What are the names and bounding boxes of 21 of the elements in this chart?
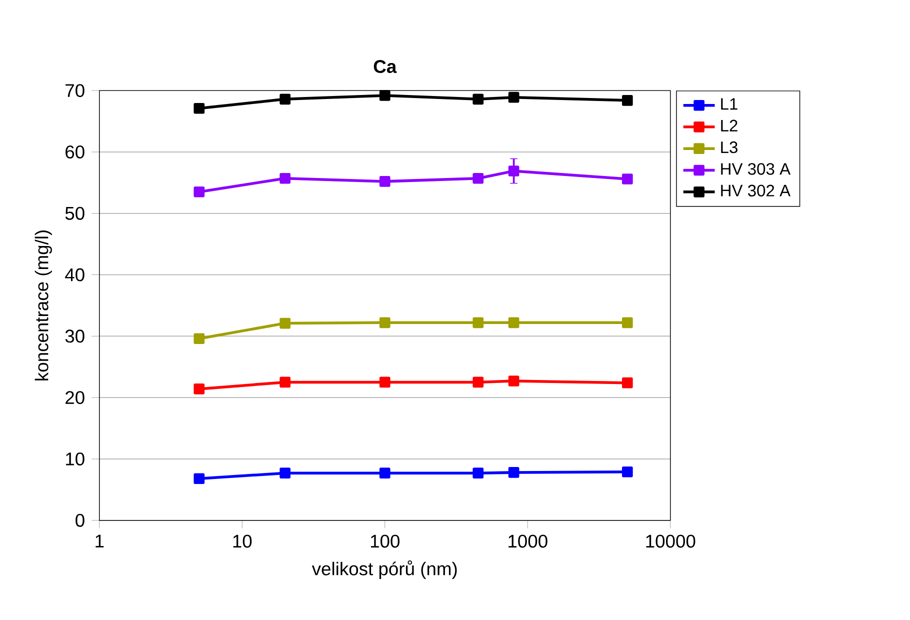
y-tick-label: 60: [66, 146, 84, 159]
y-tick-label: 40: [65, 268, 84, 282]
x-tick-label: 1000: [508, 534, 548, 548]
legend-label: L3: [721, 142, 738, 154]
legend-label: L1: [721, 98, 738, 110]
chart-title: Ca: [374, 60, 397, 74]
legend-label: HV 303 A: [721, 163, 791, 175]
y-tick-label: 10: [66, 452, 84, 466]
y-tick-label: 20: [66, 391, 84, 404]
legend-label: HV 302 A: [721, 184, 791, 197]
x-tick-label: 1: [96, 534, 104, 548]
x-tick-label: 10000: [646, 534, 696, 548]
y-tick-label: 50: [65, 206, 84, 220]
y-tick-label: 30: [65, 330, 84, 343]
x-tick-label: 10: [233, 534, 252, 548]
y-tick-label: 70: [66, 84, 84, 98]
x-tick-label: 100: [370, 534, 400, 548]
y-tick-label: 0: [76, 514, 84, 527]
x-axis-title: velikost pórů (nm): [312, 560, 457, 580]
y-axis-title: koncentrace (mg/l): [34, 230, 52, 380]
legend-label: L2: [721, 120, 738, 132]
